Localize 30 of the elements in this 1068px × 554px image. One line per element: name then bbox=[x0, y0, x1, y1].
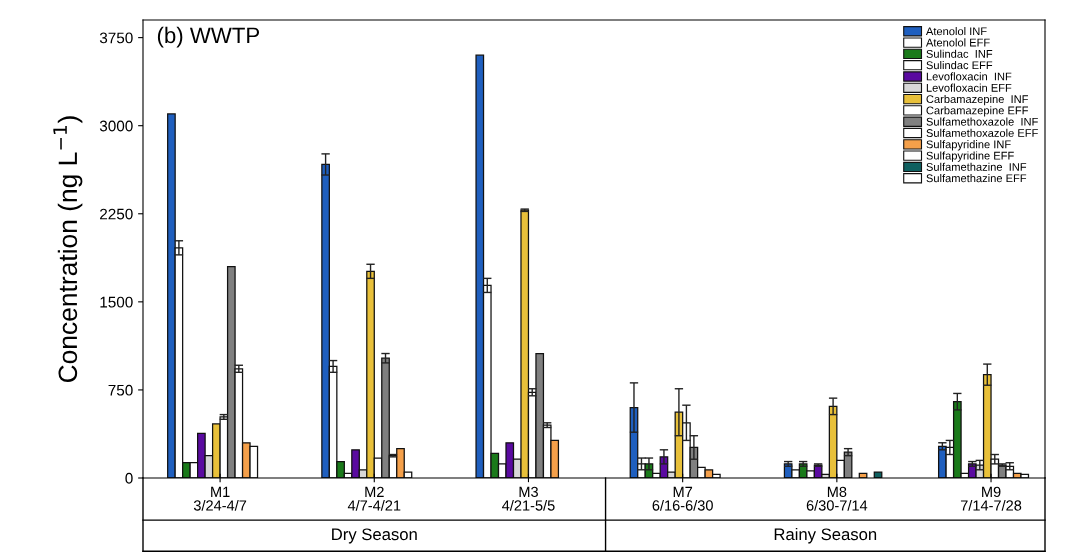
y-tick-label: 1500 bbox=[100, 296, 133, 308]
legend-label: Levofloxacin EFF bbox=[926, 83, 1012, 92]
legend-label: Atenolol EFF bbox=[925, 38, 990, 47]
y-axis-title: Concentration (ng L$^{−1}$) bbox=[53, 116, 83, 383]
legend-label: Sulindac EFF bbox=[926, 60, 993, 70]
legend-label: Atenolol INF bbox=[925, 27, 987, 36]
legend-label: Carbamazepine INF bbox=[926, 94, 1029, 106]
x-tick-label: M3 4/21-5/5 bbox=[502, 486, 555, 511]
y-tick-label: 750 bbox=[108, 384, 133, 396]
x-tick-label: M1 3/24-4/7 bbox=[193, 486, 247, 511]
x-tick-label: M8 6/30-7/14 bbox=[806, 486, 868, 511]
legend-label: Sulfamethoxazole EFF bbox=[926, 128, 1038, 137]
y-tick-label: 0 bbox=[125, 472, 133, 484]
y-tick-label: 3750 bbox=[99, 32, 133, 44]
legend-label: Carbamazepine EFF bbox=[926, 106, 1029, 117]
chart-title: (b) WWTP bbox=[157, 26, 260, 48]
legend-label: Sulfamethazine INF bbox=[926, 162, 1027, 171]
legend-label: Levofloxacin INF bbox=[926, 72, 1012, 81]
legend-label: Sulfapyridine EFF bbox=[926, 151, 1014, 162]
x-tick-label: M2 4/7-4/21 bbox=[347, 486, 401, 511]
y-tick-label: 3000 bbox=[99, 120, 133, 132]
legend-label: Sulindac INF bbox=[926, 49, 993, 58]
text: Dry Season bbox=[332, 528, 417, 544]
y-tick-label: 2250 bbox=[100, 208, 133, 220]
x-tick-label: M9 7/14-7/28 bbox=[960, 486, 1022, 511]
legend-label: Sulfamethazine EFF bbox=[926, 174, 1027, 183]
legend-label: Sulfapyridine INF bbox=[926, 140, 1011, 151]
text: Rainy Season bbox=[774, 527, 877, 544]
x-tick-label: M7 6/16-6/30 bbox=[652, 486, 713, 511]
legend-label: Sulfamethoxazole INF bbox=[926, 117, 1038, 126]
